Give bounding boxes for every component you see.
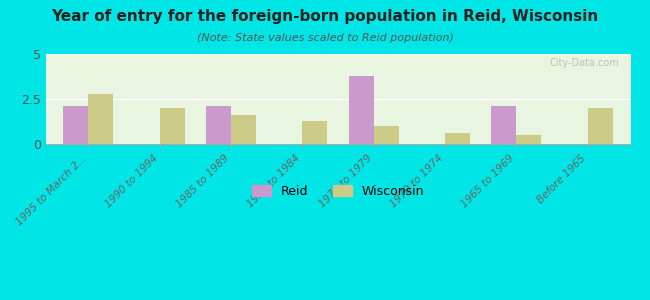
Bar [160,108,185,144]
Bar [588,108,613,144]
Legend: Reid, Wisconsin: Reid, Wisconsin [247,179,429,203]
Bar [206,106,231,144]
Text: (Note: State values scaled to Reid population): (Note: State values scaled to Reid popul… [196,33,454,43]
Text: Year of entry for the foreign-born population in Reid, Wisconsin: Year of entry for the foreign-born popul… [51,9,599,24]
Bar [231,115,256,144]
Bar [445,133,470,144]
Bar [88,94,113,144]
Bar [63,106,88,144]
Bar [516,135,541,144]
Bar [302,121,328,144]
Bar [491,106,516,144]
Bar [374,126,398,144]
Bar [348,76,374,144]
Text: City-Data.com: City-Data.com [549,58,619,68]
